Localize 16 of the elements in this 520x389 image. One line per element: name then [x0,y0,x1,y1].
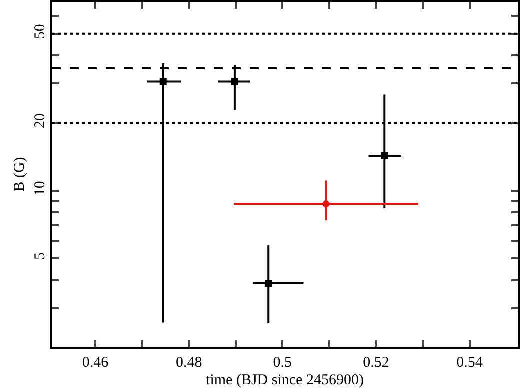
point [160,78,167,86]
x-tick-label: 0.54 [456,354,484,371]
point [265,280,272,288]
y-tick-label: 20 [32,114,48,129]
y-tick-label: 5 [32,252,48,260]
y-axis-title: B (G) [12,157,28,192]
x-axis-title: time (BJD since 2456900) [206,372,364,388]
x-tick-label: 0.48 [176,354,202,371]
point [231,78,238,86]
y-tick-label: 50 [32,24,48,40]
point [322,200,330,208]
x-tick-label: 0.5 [273,354,292,371]
y-tick-label: 10 [32,181,48,196]
point [381,152,388,160]
x-tick-label: 0.52 [363,354,390,371]
x-tick-label: 0.46 [82,354,110,371]
